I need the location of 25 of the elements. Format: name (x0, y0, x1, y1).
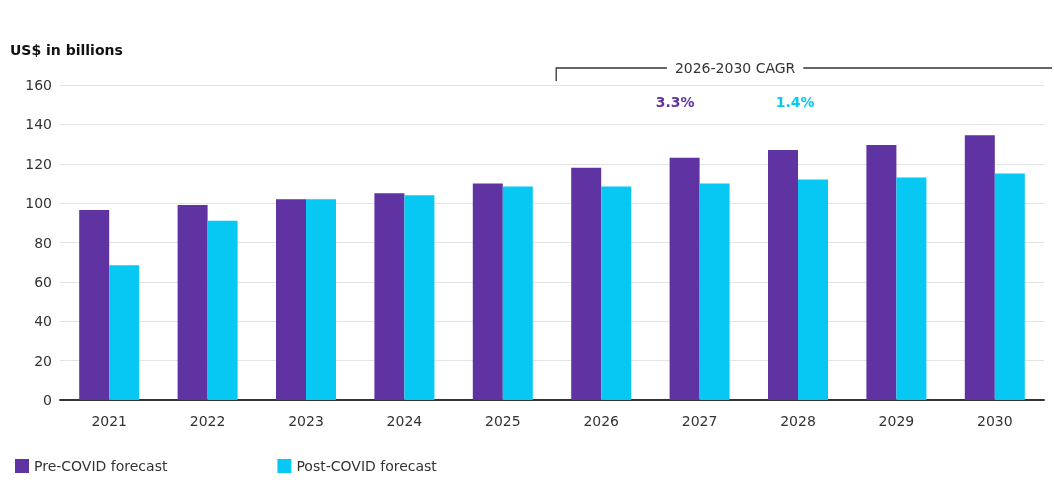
x-tick-label: 2028 (780, 413, 816, 429)
annotation: 1.4% (775, 94, 815, 110)
annotation: 3.3% (655, 94, 695, 110)
x-tick-label: 2027 (681, 413, 718, 429)
x-tick-label: 2021 (91, 413, 128, 429)
y-tick-label: 140 (25, 116, 52, 133)
x-tick-label: 2024 (386, 413, 423, 429)
x-tick-label: 2026 (583, 413, 620, 429)
legend-label: Pre-COVID forecast (34, 458, 168, 474)
y-tick-label: 160 (25, 77, 52, 93)
y-tick-label: 80 (34, 234, 52, 251)
x-tick-label: 2025 (484, 413, 521, 429)
x-tick-label: 2030 (976, 413, 1013, 429)
text: 2026-2030 CAGR (674, 60, 796, 76)
y-tick-label: 40 (34, 313, 52, 330)
y-tick-label: 0 (43, 392, 52, 408)
x-tick-label: 2022 (189, 413, 226, 429)
legend-label: Post-COVID forecast (296, 458, 438, 474)
y-tick-label: 120 (25, 155, 52, 172)
y-tick-label: 60 (34, 273, 52, 290)
x-tick-label: 2029 (878, 413, 915, 429)
y-tick-label: 100 (25, 195, 52, 212)
x-tick-label: 2023 (288, 413, 324, 429)
y-axis-title: US$ in billions (10, 42, 123, 58)
y-tick-label: 20 (34, 352, 52, 369)
